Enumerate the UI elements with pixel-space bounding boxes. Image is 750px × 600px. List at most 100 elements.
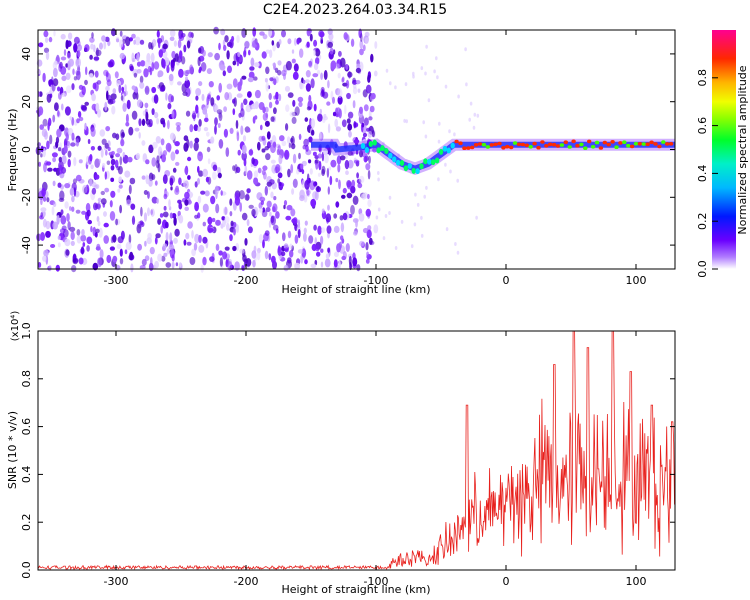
- spectrogram-noise-dot: [388, 211, 391, 215]
- spectrogram-noise-dot: [323, 113, 327, 119]
- spectrogram-noise-dot: [382, 141, 385, 146]
- spectrogram-noise-dot: [160, 225, 163, 234]
- spectrogram-noise-dot: [139, 220, 144, 226]
- spectrogram-noise-dot: [374, 70, 378, 77]
- spectrogram-noise-dot: [118, 176, 122, 183]
- spectrogram-noise-dot: [262, 112, 268, 121]
- spectrogram-ridge-core: [668, 142, 674, 146]
- spectrogram-noise-dot: [130, 263, 134, 273]
- spectrogram-noise-dot: [370, 53, 374, 63]
- spectrogram-noise-dot: [141, 175, 146, 180]
- spectrogram-noise-dot: [217, 172, 222, 179]
- spectrogram-noise-dot: [211, 252, 215, 261]
- spectrogram-noise-dot: [385, 68, 389, 73]
- spectrogram-noise-dot: [208, 228, 214, 233]
- spectrogram-noise-dot: [46, 197, 50, 203]
- spectrogram-noise-dot: [59, 61, 63, 69]
- spectrogram-noise-dot: [191, 230, 194, 239]
- spectrogram-noise-dot: [90, 43, 94, 50]
- spectrogram-noise-dot: [218, 250, 223, 256]
- spectrogram-noise-dot: [272, 141, 277, 148]
- spectrogram-noise-dot: [211, 217, 216, 223]
- spectrogram-noise-dot: [42, 72, 46, 83]
- spectrogram-noise-dot: [157, 218, 162, 225]
- spectrogram-noise-dot: [270, 191, 274, 199]
- spectrogram-noise-dot: [156, 155, 160, 164]
- spectrogram-noise-dot: [124, 170, 131, 178]
- spectrogram-noise-dot: [198, 170, 204, 177]
- spectrogram-noise-dot: [359, 175, 365, 184]
- spectrogram-noise-dot: [272, 203, 278, 213]
- spectrogram-noise-dot: [132, 57, 136, 63]
- spectrogram-noise-dot: [404, 82, 408, 87]
- spectrogram-noise-dot: [234, 261, 240, 271]
- spectrogram-noise-dot: [259, 207, 263, 213]
- spectrogram-noise-dot: [360, 33, 363, 42]
- spectrogram-noise-dot: [187, 221, 193, 229]
- spectrogram-noise-dot: [239, 202, 242, 212]
- spectrogram-noise-dot: [424, 71, 427, 76]
- spectrogram-noise-dot: [210, 136, 215, 144]
- spectrogram-ridge-core: [497, 141, 502, 146]
- spectrogram-noise-dot: [456, 178, 460, 183]
- spectrogram-noise-dot: [367, 193, 370, 200]
- spectrogram-noise-dot: [297, 219, 301, 229]
- spectrogram-noise-dot: [265, 82, 270, 92]
- spectrogram-noise-dot: [114, 71, 119, 79]
- spectrogram-noise-dot: [100, 190, 106, 196]
- spectrogram-noise-dot: [260, 124, 263, 131]
- spectrogram-ridge-core: [657, 144, 662, 149]
- spectrogram-ridge-core: [380, 145, 385, 152]
- spectrogram-noise-dot: [368, 116, 373, 121]
- spectrogram-noise-dot: [67, 150, 72, 158]
- spectrogram-noise-dot: [53, 167, 58, 172]
- spectrogram-ridge-core: [493, 142, 498, 147]
- spectrogram-noise-dot: [154, 111, 159, 119]
- spectrogram-noise-dot: [309, 33, 313, 42]
- spectrogram-noise-dot: [308, 235, 314, 244]
- spectrogram-noise-dot: [290, 208, 296, 217]
- spectrogram-noise-dot: [143, 190, 148, 195]
- spectrogram-noise-dot: [145, 175, 150, 185]
- spectrogram-noise-dot: [171, 110, 175, 119]
- spectrogram-noise-dot: [81, 210, 87, 215]
- spectrogram-ridge-core: [388, 152, 393, 159]
- spectrogram-noise-dot: [57, 242, 61, 248]
- figure-title: C2E4.2023.264.03.34.R15: [263, 2, 447, 18]
- spectrogram-noise-dot: [116, 38, 120, 43]
- snr-panel: -300 -200 -100 0 100 0.0 0.2 0.4 0.6 0.8 1.0 Heig…: [6, 311, 676, 596]
- spectrogram-x-tick-label: 100: [626, 274, 647, 287]
- spectrogram-noise-dot: [151, 174, 156, 180]
- spectrogram-noise-dot: [197, 151, 204, 162]
- spectrogram-noise-dot: [271, 40, 275, 46]
- spectrogram-noise-dot: [124, 84, 127, 92]
- spectrogram-noise-dot: [116, 166, 121, 171]
- spectrogram-noise-dot: [67, 158, 71, 168]
- spectrogram-noise-dot: [320, 248, 324, 253]
- spectrogram-noise-dot: [265, 207, 271, 213]
- spectrogram-ridge-core: [544, 144, 549, 148]
- spectrogram-noise-dot: [202, 221, 206, 227]
- spectrogram-noise-dot: [279, 181, 282, 187]
- spectrogram-noise-dot: [243, 50, 247, 58]
- spectrogram-ridge-core: [489, 143, 494, 147]
- spectrogram-noise-dot: [39, 124, 44, 130]
- spectrogram-noise-dot: [246, 170, 253, 180]
- spectrogram-noise-dot: [63, 144, 68, 154]
- spectrogram-noise-dot: [157, 146, 163, 157]
- spectrogram-noise-dot: [314, 260, 318, 266]
- spectrogram-noise-dot: [133, 72, 138, 78]
- spectrogram-ridge-core: [470, 145, 475, 150]
- spectrogram-noise-dot: [109, 200, 113, 208]
- spectrogram-noise-dot: [270, 159, 276, 164]
- spectrogram-noise-dot: [353, 159, 360, 164]
- spectrogram-noise-dot: [111, 105, 116, 115]
- spectrogram-noise-dot: [51, 206, 55, 216]
- spectrogram-noise-dot: [184, 191, 190, 199]
- spectrogram-noise-dot: [238, 190, 245, 200]
- spectrogram-noise-dot: [139, 265, 146, 270]
- spectrogram-noise-dot: [296, 168, 300, 175]
- spectrogram-noise-dot: [70, 231, 75, 241]
- spectrogram-noise-dot: [96, 243, 101, 251]
- spectrogram-noise-dot: [226, 222, 230, 231]
